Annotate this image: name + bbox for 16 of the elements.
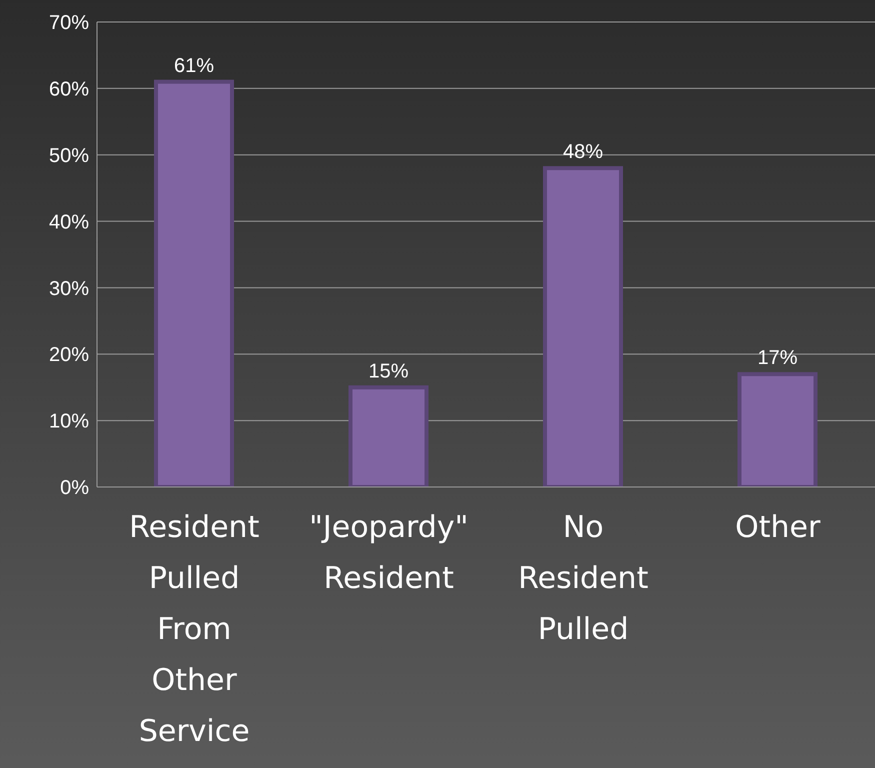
data-label: 17% — [757, 347, 798, 370]
y-tick-label: 50% — [48, 144, 90, 167]
y-tick-label: 20% — [48, 344, 90, 366]
data-label: 61% — [174, 54, 214, 77]
x-tick-label: Other — [735, 510, 822, 545]
y-tick-label: 40% — [48, 211, 90, 234]
y-tick-label: 60% — [48, 78, 90, 101]
x-tick-label: "Jeopardy" Resident — [309, 510, 468, 596]
data-label: 15% — [368, 360, 409, 382]
y-tick-label: 0% — [60, 477, 90, 500]
y-tick-label: 70% — [48, 12, 90, 34]
y-tick-label: 10% — [48, 410, 90, 433]
data-label: 48% — [562, 141, 604, 164]
x-tick-label: No Resident Pulled — [518, 510, 649, 647]
y-tick-label: 30% — [48, 278, 90, 300]
x-tick-label: Resident Pulled From Other Service — [129, 510, 260, 749]
